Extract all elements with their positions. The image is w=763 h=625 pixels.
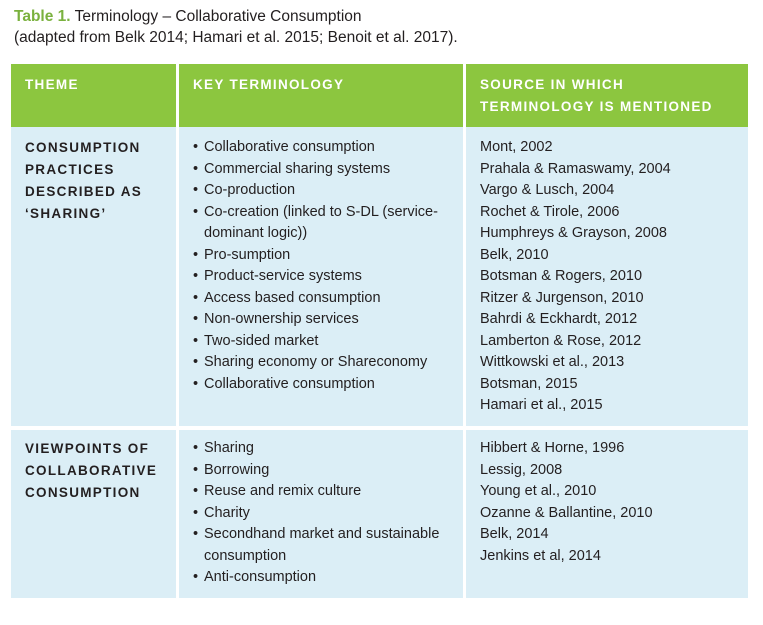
source-item: Belk, 2010 [480, 246, 549, 263]
sources-list: Hibbert & Horne, 1996 Lessig, 2008 Young e… [480, 438, 736, 567]
terminology-item: Co-creation (linked to S-DL (service-dom… [193, 202, 451, 245]
caption-label: Table 1. [14, 8, 71, 25]
terms-list: SharingBorrowingReuse and remix cultureC… [193, 438, 451, 589]
terminology-item: Charity [193, 503, 451, 525]
header-source: SOURCE IN WHICH TERMINOLOGY IS MENTIONED [463, 64, 748, 127]
terminology-item: Co-production [193, 180, 451, 202]
source-item: Humphreys & Grayson, 2008 [480, 225, 667, 241]
terminology-item: Product-service systems [193, 266, 451, 288]
source-item: Bahrdi & Eckhardt, 2012 [480, 311, 638, 327]
terminology-item: Borrowing [193, 460, 451, 482]
caption-title: Terminology – Collaborative Consumption [74, 8, 362, 25]
table-row-viewpoints: VIEWPOINTS OF COLLABORATIVE CONSUMPTION … [11, 426, 748, 598]
source-item: Jenkins et al, 2014 [480, 547, 601, 564]
source-item: Prahala & Ramaswamy, 2004 [480, 160, 671, 177]
source-item: Belk, 2014 [480, 526, 549, 542]
sources-list: Mont, 2002 Prahala & Ramaswamy, 2004 Vargo… [480, 137, 736, 417]
caption-line-1: Table 1. Terminology – Collaborative Con… [14, 6, 458, 27]
terms-cell: Collaborative consumptionCommercial shar… [176, 127, 463, 426]
terminology-item: Anti-consumption [193, 567, 451, 589]
sources-cell: Mont, 2002 Prahala & Ramaswamy, 2004 Vargo… [463, 127, 748, 426]
source-item: Mont, 2002 [480, 139, 553, 155]
terminology-item: Access based consumption [193, 288, 451, 310]
terminology-item: Sharing economy or Shareconomy [193, 352, 451, 374]
theme-cell: CONSUMPTION PRACTICES DESCRIBED AS ‘SHAR… [11, 127, 176, 426]
source-item: Vargo & Lusch, 2004 [480, 182, 615, 198]
source-item: Young et al., 2010 [480, 483, 597, 499]
terminology-item: Commercial sharing systems [193, 159, 451, 181]
source-item: Ritzer & Jurgenson, 2010 [480, 289, 644, 306]
source-item: Lamberton & Rose, 2012 [480, 332, 642, 349]
terminology-item: Reuse and remix culture [193, 481, 451, 503]
source-item: Botsman & Rogers, 2010 [480, 268, 643, 284]
source-item: Lessig, 2008 [480, 461, 563, 478]
header-key-terminology: KEY TERMINOLOGY [176, 64, 463, 127]
source-item: Botsman, 2015 [480, 375, 578, 392]
terminology-item: Secondhand market and sustainable consum… [193, 524, 451, 567]
terms-cell: SharingBorrowingReuse and remix cultureC… [176, 426, 463, 598]
terminology-item: Collaborative consumption [193, 137, 451, 159]
table-row-sharing: CONSUMPTION PRACTICES DESCRIBED AS ‘SHAR… [11, 127, 748, 426]
header-theme: THEME [11, 64, 176, 127]
terminology-item: Pro-sumption [193, 245, 451, 267]
terminology-table: THEME KEY TERMINOLOGY SOURCE IN WHICH TE… [11, 64, 748, 598]
source-item: Ozanne & Ballantine, 2010 [480, 504, 653, 521]
header-row: THEME KEY TERMINOLOGY SOURCE IN WHICH TE… [11, 64, 748, 127]
terminology-item: Sharing [193, 438, 451, 460]
terminology-item: Non-ownership services [193, 309, 451, 331]
terminology-item: Two-sided market [193, 331, 451, 353]
source-item: Hibbert & Horne, 1996 [480, 440, 625, 456]
caption-subtitle: (adapted from Belk 2014; Hamari et al. 2… [14, 29, 458, 46]
terms-list: Collaborative consumptionCommercial shar… [193, 137, 451, 395]
theme-cell: VIEWPOINTS OF COLLABORATIVE CONSUMPTION [11, 426, 176, 598]
source-item: Hamari et al., 2015 [480, 397, 603, 413]
terminology-item: Collaborative consumption [193, 374, 451, 396]
source-item: Rochet & Tirole, 2006 [480, 203, 620, 220]
table-caption: Table 1. Terminology – Collaborative Con… [14, 6, 458, 48]
sources-cell: Hibbert & Horne, 1996 Lessig, 2008 Young e… [463, 426, 748, 598]
source-item: Wittkowski et al., 2013 [480, 354, 625, 370]
